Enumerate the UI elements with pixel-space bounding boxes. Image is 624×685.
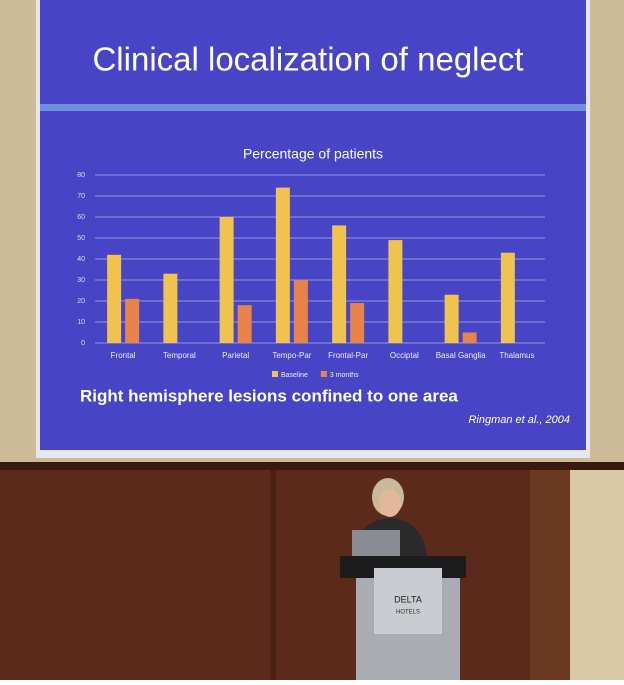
legend-label: Baseline	[281, 372, 308, 379]
bar	[388, 240, 403, 343]
podium-sign	[374, 568, 442, 634]
x-tick-label: Tempo-Par	[272, 351, 311, 360]
y-tick-label: 10	[77, 319, 85, 326]
bar	[500, 252, 515, 343]
bar	[219, 217, 234, 343]
chart: Percentage of patients 0 10 20 30 40 50 60 70 80 F…	[77, 146, 545, 379]
y-tick-label: 80	[77, 172, 85, 179]
face	[379, 489, 401, 517]
bar	[237, 305, 252, 343]
bar	[275, 187, 290, 343]
x-tick-label: Temporal	[163, 351, 196, 360]
legend-swatch	[272, 371, 278, 377]
y-tick-label: 40	[77, 256, 85, 263]
sign-brand: DELTA	[394, 594, 422, 604]
bar	[332, 225, 347, 343]
bar	[107, 254, 122, 343]
x-tick-label: Frontal-Par	[328, 351, 368, 360]
slide	[40, 0, 586, 450]
caption: Right hemisphere lesions confined to one…	[80, 386, 458, 405]
chart-title: Percentage of patients	[243, 146, 383, 162]
wood-wall	[0, 462, 624, 680]
x-tick-label: Occiptal	[390, 351, 419, 360]
x-tick-label: Parietal	[222, 351, 249, 360]
slide-title: Clinical localization of neglect	[92, 41, 523, 78]
legend-label: 3 months	[330, 372, 359, 379]
bar	[293, 280, 308, 343]
x-tick-label: Thalamus	[499, 351, 534, 360]
y-tick-label: 0	[81, 340, 85, 347]
laptop	[352, 530, 400, 556]
bar	[163, 273, 178, 343]
bar	[462, 332, 477, 343]
y-tick-label: 60	[77, 214, 85, 221]
bar	[350, 303, 365, 343]
wall-trim	[0, 462, 624, 470]
legend-swatch	[320, 371, 327, 377]
y-tick-label: 20	[77, 298, 85, 305]
sign-line: HOTELS	[396, 610, 420, 616]
citation: Ringman et al., 2004	[468, 414, 570, 426]
y-tick-label: 30	[77, 277, 85, 284]
panel	[530, 470, 570, 680]
bar	[125, 298, 140, 343]
x-tick-label: Frontal	[111, 351, 136, 360]
wall-right	[570, 470, 624, 680]
y-tick-label: 70	[77, 193, 85, 200]
x-tick-label: Basal Ganglia	[436, 351, 486, 360]
bar	[444, 294, 459, 343]
panel-seam	[270, 470, 276, 680]
y-tick-label: 50	[77, 235, 85, 242]
slide-rule	[40, 104, 586, 111]
